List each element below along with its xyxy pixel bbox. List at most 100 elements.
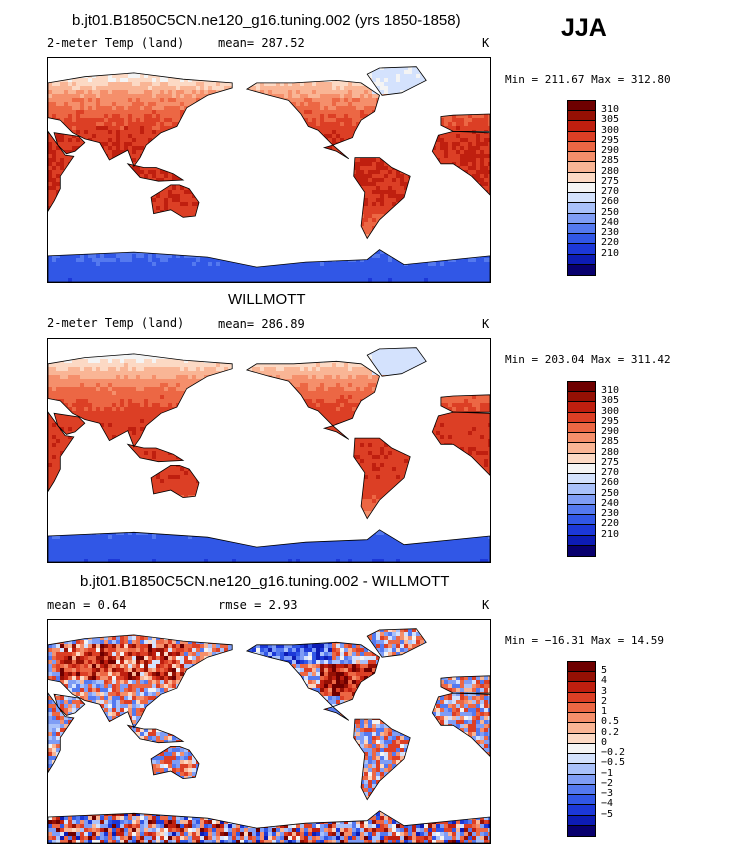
coastline xyxy=(440,675,490,694)
colorbar-tick-label: 240 xyxy=(601,497,620,509)
colorbar-cell xyxy=(568,234,595,245)
panel-2-units: K xyxy=(482,317,490,331)
coastline xyxy=(353,718,411,801)
coastline xyxy=(48,411,75,493)
colorbar-cell xyxy=(568,484,595,495)
land-field xyxy=(48,347,490,562)
coastline xyxy=(431,411,490,476)
colorbar-tick-label: 300 xyxy=(601,405,620,417)
colorbar-cell xyxy=(568,525,595,536)
coastline xyxy=(53,132,86,155)
colorbar-cell xyxy=(568,733,595,744)
panel-1-variable: 2-meter Temp (land) xyxy=(47,36,185,50)
colorbar-tick-label: 2 xyxy=(601,695,608,707)
colorbar-tick-label: 250 xyxy=(601,206,620,218)
colorbar-tick-label: 230 xyxy=(601,227,620,239)
colorbar-cell xyxy=(568,402,595,413)
coastline xyxy=(440,113,490,132)
coastline xyxy=(150,465,200,499)
colorbar-tick-label: 290 xyxy=(601,426,620,438)
coastline xyxy=(431,130,490,196)
colorbar-tick-label: 220 xyxy=(601,518,620,530)
coastline xyxy=(440,394,490,413)
colorbar-cell xyxy=(568,723,595,734)
colorbar-tick-label: −0.2 xyxy=(601,747,626,759)
colorbar-tick-label: 280 xyxy=(601,165,620,177)
colorbar-cell xyxy=(568,412,595,423)
panel-3-colorbar xyxy=(567,661,596,837)
colorbar-cell xyxy=(568,682,595,693)
colorbar-cell xyxy=(568,141,595,153)
land-field xyxy=(48,628,490,843)
colorbar-cell xyxy=(568,662,595,673)
colorbar-cell xyxy=(568,504,595,516)
colorbar-tick-label: 3 xyxy=(601,685,608,697)
coastline xyxy=(126,724,185,744)
colorbar-cell xyxy=(568,815,595,826)
colorbar-cell xyxy=(568,433,595,444)
coastline xyxy=(366,628,427,658)
colorbar-cell xyxy=(568,382,595,393)
colorbar-tick-label: 1 xyxy=(601,706,608,718)
colorbar-tick-label: 240 xyxy=(601,216,620,228)
colorbar-tick-label: 280 xyxy=(601,446,620,458)
coastline xyxy=(366,66,427,96)
colorbar-tick-label: 295 xyxy=(601,415,620,427)
coastline xyxy=(126,443,185,463)
coastline xyxy=(150,746,200,780)
colorbar-cell xyxy=(568,743,595,755)
panel-3-map xyxy=(47,619,491,844)
coastline xyxy=(245,360,380,440)
colorbar-tick-label: 300 xyxy=(601,124,620,136)
coastline xyxy=(245,79,380,160)
panel-3-units: K xyxy=(482,598,490,612)
panel-1-map-svg xyxy=(48,66,490,282)
coastline xyxy=(48,529,490,562)
colorbar-cell xyxy=(568,392,595,403)
colorbar-tick-label: −5 xyxy=(601,808,614,820)
colorbar-cell xyxy=(568,264,595,275)
coastline xyxy=(48,634,233,729)
colorbar-cell xyxy=(568,182,595,194)
colorbar-cell xyxy=(568,545,595,556)
colorbar-tick-label: 260 xyxy=(601,477,620,489)
colorbar-tick-label: 285 xyxy=(601,436,620,448)
colorbar-cell xyxy=(568,453,595,464)
panel-1-map xyxy=(47,57,491,283)
land-field xyxy=(48,66,490,282)
colorbar-cell xyxy=(568,535,595,546)
panel-1-units: K xyxy=(482,36,490,50)
colorbar-cell xyxy=(568,254,595,265)
colorbar-tick-label: 295 xyxy=(601,134,620,146)
panel-3-mean: mean = 0.64 xyxy=(47,598,127,612)
coastline xyxy=(353,437,411,520)
colorbar-tick-label: 310 xyxy=(601,385,620,397)
colorbar-tick-label: 260 xyxy=(601,196,620,208)
colorbar-cell xyxy=(568,131,595,142)
panel-3-title: b.jt01.B1850C5CN.ne120_g16.tuning.002 - … xyxy=(80,573,450,590)
colorbar-cell xyxy=(568,672,595,683)
colorbar-cell xyxy=(568,825,595,836)
coastline xyxy=(150,184,200,218)
colorbar-cell xyxy=(568,152,595,163)
colorbar-tick-label: 0 xyxy=(601,736,608,748)
coastline xyxy=(431,692,490,757)
colorbar-cell xyxy=(568,223,595,235)
colorbar-cell xyxy=(568,121,595,132)
colorbar-cell xyxy=(568,692,595,703)
panel-1-minmax: Min = 211.67 Max = 312.80 xyxy=(505,73,671,86)
colorbar-cell xyxy=(568,213,595,224)
colorbar-tick-label: −2 xyxy=(601,777,614,789)
colorbar-cell xyxy=(568,101,595,112)
panel-2-mean: mean= 286.89 xyxy=(218,317,305,331)
colorbar-tick-label: 210 xyxy=(601,247,620,259)
coastline xyxy=(245,641,380,721)
colorbar-tick-label: −1 xyxy=(601,767,614,779)
colorbar-cell xyxy=(568,494,595,505)
colorbar-cell xyxy=(568,795,595,806)
colorbar-cell xyxy=(568,702,595,714)
colorbar-tick-label: 210 xyxy=(601,528,620,540)
colorbar-tick-label: 0.5 xyxy=(601,716,620,728)
season-label: JJA xyxy=(561,14,607,42)
panel-2-minmax: Min = 203.04 Max = 311.42 xyxy=(505,353,671,366)
